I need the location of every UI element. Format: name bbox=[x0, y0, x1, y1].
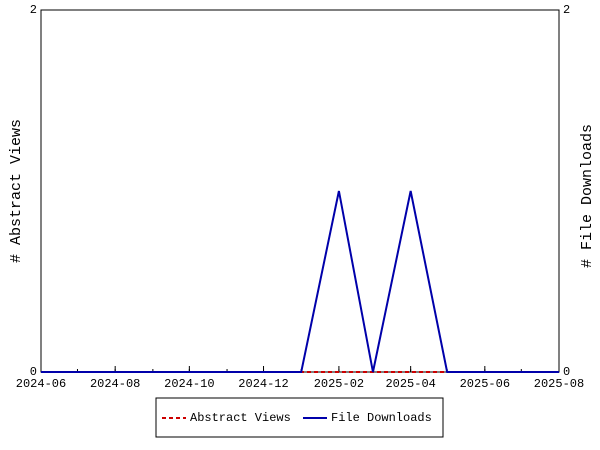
x-tick-label: 2024-06 bbox=[16, 377, 66, 391]
y2-axis-title: # File Downloads bbox=[579, 124, 596, 268]
y-axis-title: # Abstract Views bbox=[8, 119, 25, 263]
x-tick-label: 2024-08 bbox=[90, 377, 140, 391]
y2-tick-label: 2 bbox=[563, 3, 570, 17]
x-tick-label: 2025-06 bbox=[460, 377, 510, 391]
y2-tick-label: 0 bbox=[563, 365, 570, 379]
x-tick-label: 2025-08 bbox=[534, 377, 584, 391]
y-tick-label: 2 bbox=[30, 3, 37, 17]
x-tick-label: 2025-02 bbox=[314, 377, 364, 391]
legend-box bbox=[155, 397, 444, 438]
x-tick-label: 2024-12 bbox=[238, 377, 288, 391]
x-tick-label: 2025-04 bbox=[385, 377, 435, 391]
y-tick-label: 0 bbox=[30, 365, 37, 379]
series-line bbox=[41, 190, 559, 373]
x-tick-label: 2024-10 bbox=[164, 377, 214, 391]
legend-label: File Downloads bbox=[331, 411, 432, 425]
legend-label: Abstract Views bbox=[190, 411, 291, 425]
